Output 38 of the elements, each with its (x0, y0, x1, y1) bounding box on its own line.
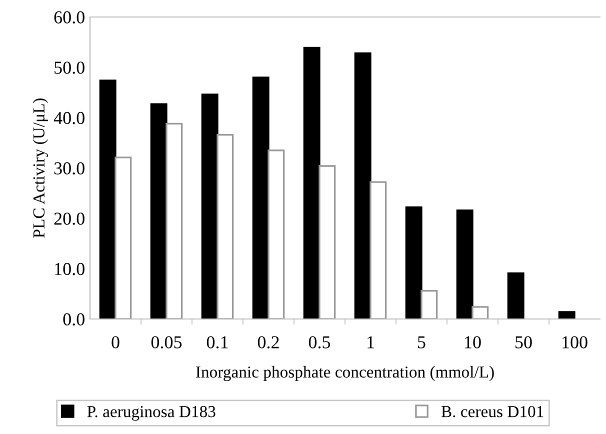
bar (99, 80, 116, 319)
x-tick-label: 1 (368, 336, 374, 348)
x-tick-label: 0.2 (258, 336, 279, 348)
legend-label: B. cereus D101 (441, 406, 544, 418)
legend-label: P. aeruginosa D183 (87, 406, 216, 421)
y-tick-label: 40.0 (54, 112, 84, 124)
bar (472, 306, 489, 319)
bar (252, 76, 270, 319)
bar (114, 156, 132, 319)
y-tick-label: 60.0 (54, 11, 84, 24)
bar (303, 46, 320, 319)
y-tick-label: 0.0 (63, 313, 84, 326)
bar (558, 311, 576, 319)
x-tick-label: 100 (562, 336, 588, 348)
y-tick-label: 30.0 (54, 162, 84, 175)
bar (507, 272, 524, 319)
x-tick-label: 0.05 (151, 336, 182, 348)
x-tick-label: 0.5 (308, 336, 330, 348)
bar (354, 52, 372, 319)
bar (268, 150, 285, 319)
bar (420, 290, 438, 319)
bar (370, 181, 387, 319)
x-tick-label: 10 (465, 336, 481, 348)
x-tick-label: 5 (418, 336, 426, 348)
x-tick-label: 0.1 (206, 336, 228, 348)
bar (216, 134, 234, 319)
y-tick-label: 20.0 (54, 212, 84, 225)
x-tick-label: 50 (516, 336, 532, 348)
x-axis-title: Inorganic phosphate concentration (mmol/L) (196, 366, 494, 382)
bar (456, 209, 474, 319)
y-tick-label: 10.0 (55, 262, 84, 276)
bar (166, 122, 183, 319)
y-axis-title: PLC Activiry (U/μL) (32, 98, 48, 238)
bar (405, 206, 422, 319)
bar (318, 165, 336, 319)
y-tick-label: 50.0 (54, 62, 84, 74)
x-tick-label: 0 (112, 336, 120, 348)
bar (201, 94, 218, 319)
